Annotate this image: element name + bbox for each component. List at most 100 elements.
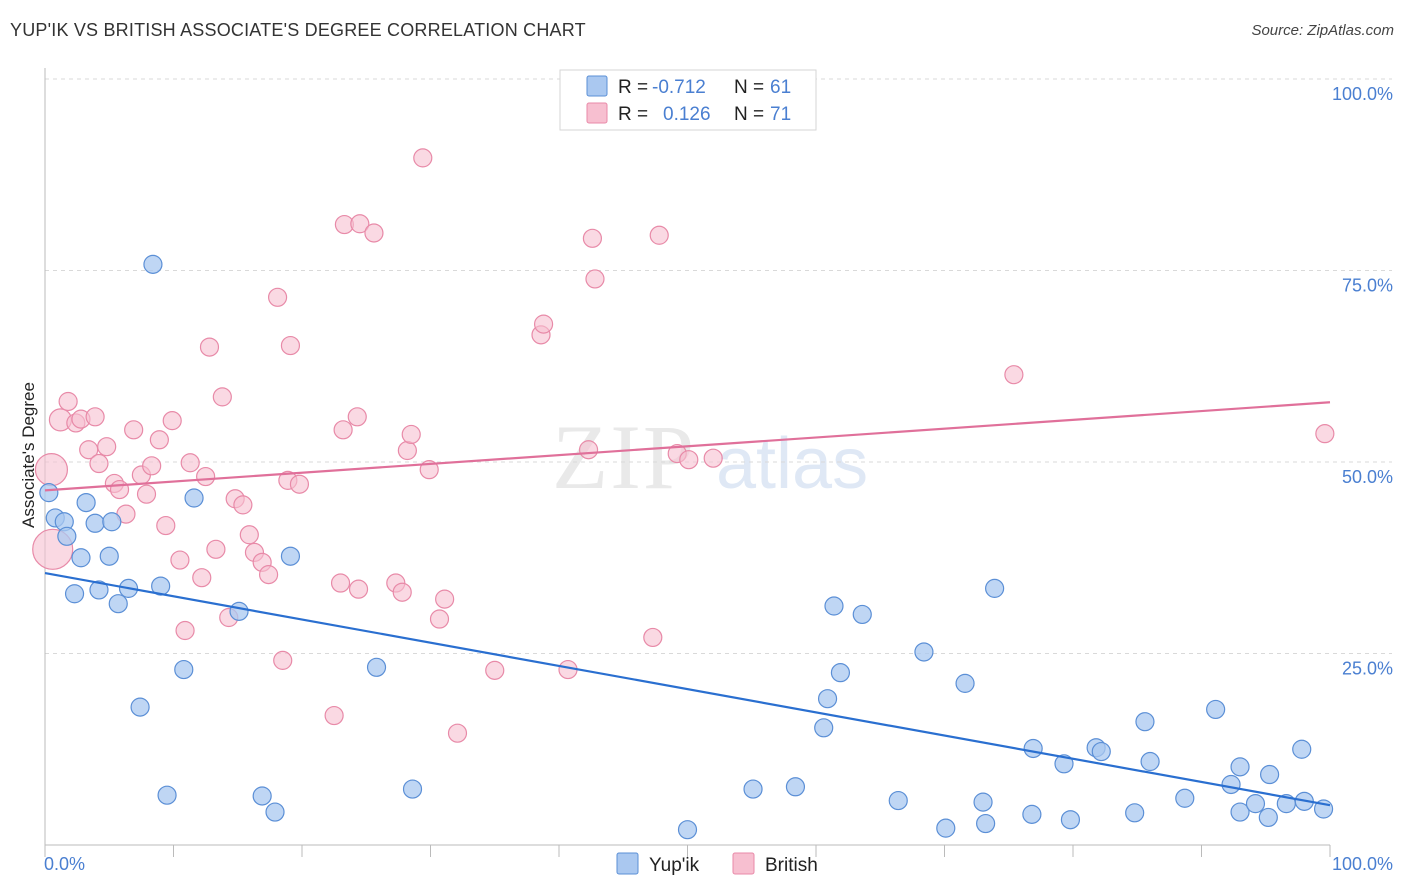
yupik-point — [108, 594, 128, 614]
british-point — [582, 228, 603, 248]
legend-r-label-british: R = — [618, 104, 648, 125]
chart-title: YUP'IK VS BRITISH ASSOCIATE'S DEGREE COR… — [10, 20, 586, 40]
yupik-point — [1221, 774, 1241, 795]
british-point — [85, 407, 105, 427]
legend-r-label-yupik: R = — [618, 77, 648, 98]
legend-n-value-british: 71 — [770, 104, 791, 125]
y-tick-labels: 25.0% 50.0% 75.0% 100.0% — [1332, 84, 1393, 679]
yupik-point — [677, 820, 698, 840]
british-point — [142, 456, 162, 476]
yupik-points — [39, 254, 1334, 840]
british-point — [392, 582, 412, 602]
yupik-point — [143, 254, 163, 274]
yupik-point — [1022, 804, 1042, 824]
bottom-legend-swatch-british — [732, 852, 755, 875]
british-point — [109, 479, 130, 500]
yupik-point — [785, 777, 806, 797]
british-point — [649, 225, 669, 245]
british-point — [347, 407, 367, 427]
british-point — [124, 420, 144, 440]
yupik-point — [1206, 699, 1226, 720]
yupik-point — [830, 663, 851, 683]
british-points — [32, 148, 1335, 743]
british-point — [136, 484, 157, 504]
yupik-point — [280, 546, 301, 566]
x-tick-labels: 0.0% 100.0% — [44, 854, 1393, 874]
british-point — [97, 437, 117, 457]
british-point — [175, 620, 195, 641]
y-tick-label: 100.0% — [1332, 84, 1393, 104]
yupik-point — [151, 576, 171, 596]
british-point — [703, 448, 723, 468]
legend-swatch-yupik — [586, 75, 608, 97]
yupik-point — [89, 580, 109, 600]
british-point — [267, 287, 288, 307]
british-point — [364, 223, 384, 243]
x-tick-label-max: 100.0% — [1332, 854, 1393, 874]
yupik-point — [229, 601, 249, 621]
y-axis-label: Associate's Degree — [19, 382, 38, 528]
british-point — [533, 314, 554, 334]
british-point — [289, 474, 310, 494]
british-point — [58, 391, 78, 412]
yupik-point — [402, 779, 423, 799]
yupik-point — [265, 802, 285, 822]
british-point — [233, 495, 253, 515]
yupik-point — [1091, 741, 1111, 762]
legend-swatch-british — [586, 102, 608, 124]
y-tick-label: 50.0% — [1342, 467, 1393, 487]
bottom-legend-label-yupik: Yup'ik — [649, 855, 700, 876]
british-point — [429, 609, 450, 629]
british-point — [333, 420, 353, 440]
british-point — [330, 573, 351, 593]
legend-r-value-yupik: -0.712 — [652, 77, 706, 98]
british-point — [280, 335, 301, 356]
yupik-point — [1260, 764, 1280, 785]
yupik-point — [955, 673, 975, 693]
british-trend-line — [44, 401, 1331, 492]
british-point — [324, 705, 344, 726]
british-point — [149, 430, 169, 450]
british-point — [89, 453, 109, 474]
legend-n-value-yupik: 61 — [770, 77, 791, 98]
british-point — [447, 723, 468, 743]
yupik-point — [1245, 794, 1266, 814]
yupik-point — [39, 483, 59, 503]
yupik-point — [366, 657, 387, 677]
watermark-atlas: atlas — [716, 424, 868, 504]
british-point — [1315, 424, 1335, 444]
yupik-point — [102, 512, 122, 532]
yupik-point — [814, 718, 834, 738]
british-point — [397, 440, 417, 461]
yupik-point — [57, 526, 77, 546]
british-point — [1004, 365, 1024, 385]
british-point — [212, 387, 232, 407]
british-point — [348, 579, 369, 599]
british-point — [34, 453, 69, 487]
british-point — [196, 466, 216, 487]
legend-n-label-yupik: N = — [734, 77, 764, 98]
y-tick-label: 25.0% — [1342, 659, 1393, 679]
yupik-point — [888, 790, 908, 811]
british-point — [585, 269, 605, 289]
yupik-point — [976, 813, 996, 834]
yupik-point — [743, 779, 763, 799]
yupik-point — [1060, 810, 1081, 830]
yupik-point — [64, 584, 85, 604]
series-legend: Yup'ik British — [616, 852, 818, 876]
yupik-point — [1292, 739, 1312, 759]
yupik-point — [1230, 802, 1250, 822]
stats-legend: R = -0.712 N = 61 R = 0.126 N = 71 — [559, 69, 817, 131]
yupik-point — [71, 548, 91, 568]
yupik-point — [99, 546, 119, 566]
trend-lines — [44, 401, 1331, 807]
british-point — [192, 568, 212, 588]
british-point — [435, 589, 455, 609]
british-point — [156, 515, 176, 536]
yupik-point — [817, 689, 838, 709]
british-point — [258, 565, 279, 585]
x-tick-label-min: 0.0% — [44, 854, 85, 874]
british-point — [578, 440, 599, 460]
british-point — [199, 337, 220, 357]
